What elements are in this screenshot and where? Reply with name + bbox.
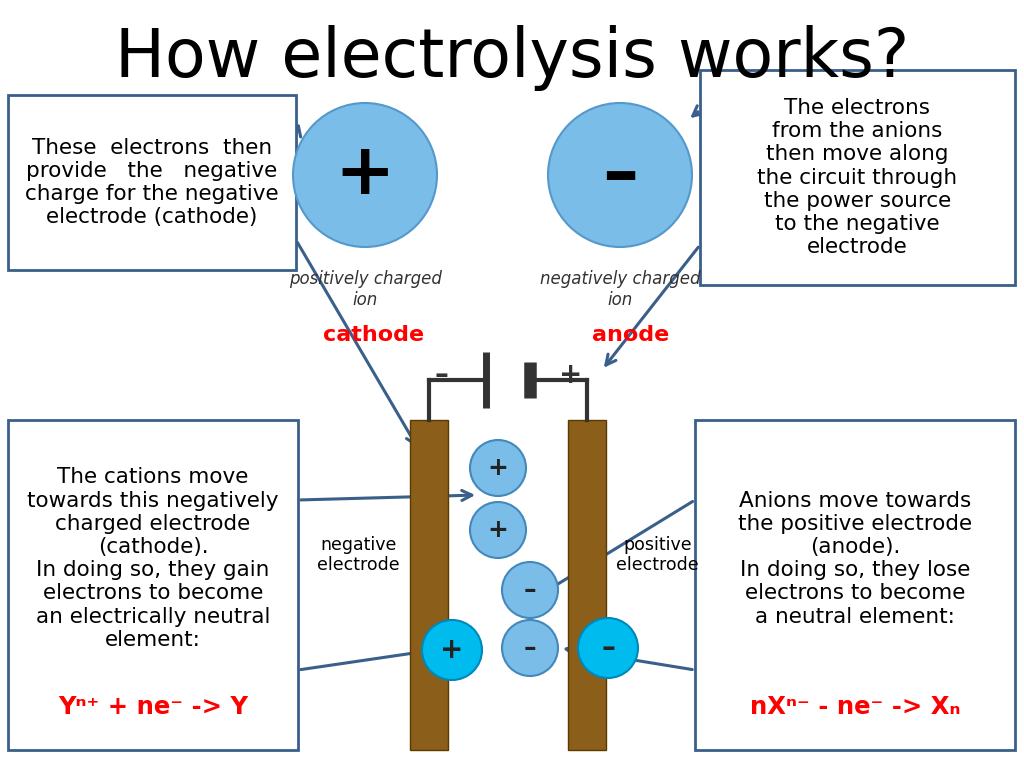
Bar	[410, 420, 449, 750]
Text: anode: anode	[592, 325, 670, 345]
Text: cathode: cathode	[323, 325, 424, 345]
Text: +: +	[559, 361, 582, 389]
Text: Yⁿ⁺ + ne⁻ -> Y: Yⁿ⁺ + ne⁻ -> Y	[58, 695, 248, 719]
Text: The electrons
from the anions
then move along
the circuit through
the power sour: The electrons from the anions then move …	[758, 98, 957, 257]
Text: –: –	[523, 578, 537, 602]
Text: –: –	[523, 636, 537, 660]
Text: +: +	[487, 456, 509, 480]
Circle shape	[470, 440, 526, 496]
Text: positive
electrode: positive electrode	[616, 535, 698, 574]
Text: positively charged
ion: positively charged ion	[289, 270, 441, 309]
Bar	[8, 95, 296, 270]
Bar	[700, 70, 1015, 285]
Bar	[8, 420, 298, 750]
Text: negatively charged
ion: negatively charged ion	[540, 270, 700, 309]
Text: +: +	[335, 140, 395, 209]
Circle shape	[502, 620, 558, 676]
Text: nXⁿ⁻ - ne⁻ -> Xₙ: nXⁿ⁻ - ne⁻ -> Xₙ	[750, 695, 961, 719]
Text: –: –	[602, 140, 638, 209]
Text: +: +	[440, 636, 464, 664]
Text: These  electrons  then
provide   the   negative
charge for the negative
electrod: These electrons then provide the negativ…	[26, 138, 279, 227]
Circle shape	[578, 618, 638, 678]
Circle shape	[548, 103, 692, 247]
Text: negative
electrode: negative electrode	[317, 535, 400, 574]
Circle shape	[422, 620, 482, 680]
Bar	[695, 420, 1015, 750]
Text: –: –	[434, 361, 447, 389]
Bar	[568, 420, 606, 750]
Text: How electrolysis works?: How electrolysis works?	[115, 25, 909, 91]
Circle shape	[502, 562, 558, 618]
Text: –: –	[601, 634, 615, 662]
Circle shape	[293, 103, 437, 247]
Text: The cations move
towards this negatively
charged electrode
(cathode).
In doing s: The cations move towards this negatively…	[28, 467, 279, 650]
Text: Anions move towards
the positive electrode
(anode).
In doing so, they lose
elect: Anions move towards the positive electro…	[738, 491, 972, 627]
Text: +: +	[487, 518, 509, 542]
Circle shape	[470, 502, 526, 558]
